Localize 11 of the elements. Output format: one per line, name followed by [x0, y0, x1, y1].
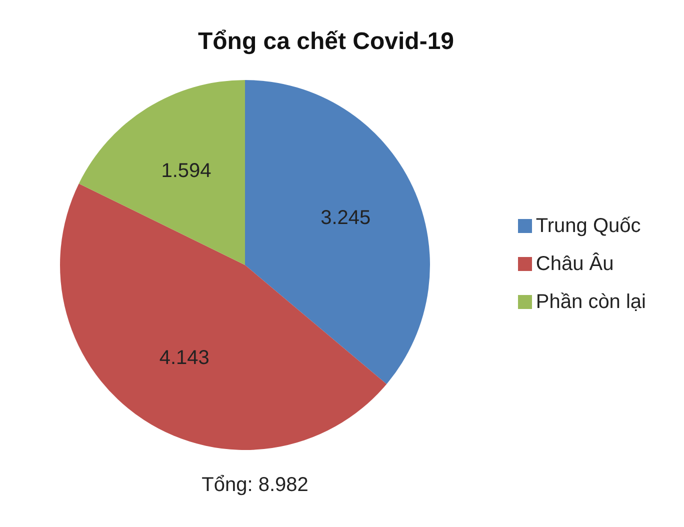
chart-title: Tổng ca chết Covid-19	[196, 28, 456, 56]
pie-slice	[78, 80, 245, 265]
text: Tổng: 8.982	[200, 474, 310, 497]
data-label: 1.594	[161, 160, 212, 182]
data-label: 4.143	[159, 347, 210, 369]
legend-label: Trung Quốc	[536, 214, 641, 236]
pie-slice	[245, 80, 430, 384]
legend-label: Phần còn lại	[536, 290, 646, 312]
legend-label: Châu Âu	[536, 252, 614, 274]
pie-slice	[60, 184, 387, 450]
data-label: 3.245	[320, 207, 371, 230]
